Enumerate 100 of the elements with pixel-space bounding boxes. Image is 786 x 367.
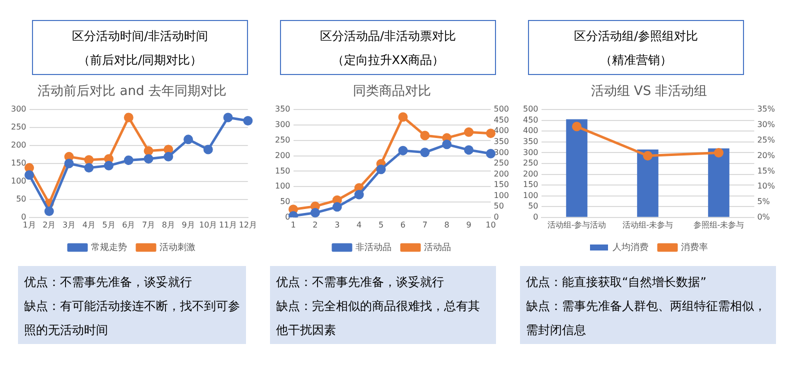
text: （定向拉升XX商品） xyxy=(332,52,444,68)
y-tick-label: 50 xyxy=(280,197,290,206)
point xyxy=(376,164,386,174)
point xyxy=(642,151,652,161)
y2-tick-label: 0 xyxy=(494,212,499,222)
y-tick-label: 0 xyxy=(21,212,26,222)
x-tick-label: 7月 xyxy=(142,220,156,230)
point xyxy=(464,127,474,137)
text: 区分活动时间/非活动时间 xyxy=(72,28,208,44)
y-tick-label: 350 xyxy=(274,104,290,114)
x-tick-label: 6 xyxy=(400,220,406,230)
x-tick-label: 12月 xyxy=(238,220,258,230)
text: 缺点：有可能活动接连不断，找不到可参照的无活动时间 xyxy=(24,298,240,339)
x-tick-label: 2月 xyxy=(42,220,56,230)
y-tick-label: 250 xyxy=(522,158,538,168)
x-tick-label: 10月 xyxy=(199,220,218,230)
y-tick-label: 500 xyxy=(522,104,538,114)
y-tick-label: 50 xyxy=(16,194,26,204)
x-tick-label: 活动组-未参与 xyxy=(622,220,674,230)
y2-tick-label: 500 xyxy=(494,104,510,114)
x-tick-label: 2 xyxy=(312,220,318,230)
point xyxy=(714,148,724,158)
x-tick-label: 4 xyxy=(356,220,362,230)
x-tick-label: 参照组-未参与 xyxy=(693,220,744,230)
y2-tick-label: 35% xyxy=(757,104,776,114)
point xyxy=(486,148,496,158)
bar xyxy=(566,119,588,217)
y-tick-label: 250 xyxy=(274,135,290,144)
chart-title: 活动组 VS 非活动组 xyxy=(590,84,708,100)
y2-tick-label: 5% xyxy=(757,197,770,206)
point xyxy=(24,163,34,173)
y-tick-label: 50 xyxy=(528,202,538,211)
y-tick-label: 350 xyxy=(522,137,538,146)
legend-label: 常规走势 xyxy=(91,242,127,253)
point xyxy=(203,144,213,154)
legend-label: 消费率 xyxy=(681,242,708,253)
y-tick-label: 300 xyxy=(522,148,538,157)
point xyxy=(144,146,154,156)
point xyxy=(124,112,134,122)
y-tick-label: 450 xyxy=(522,115,538,124)
legend-label: 活动刺激 xyxy=(160,242,196,253)
x-tick-label: 8月 xyxy=(162,220,175,230)
text: 区分活动组/参照组对比 xyxy=(574,28,698,44)
y-tick-label: 200 xyxy=(10,140,26,150)
y-tick-label: 150 xyxy=(274,166,290,176)
x-tick-label: 5 xyxy=(378,220,384,230)
x-tick-label: 9 xyxy=(466,220,472,230)
legend-label: 人均消费 xyxy=(612,242,648,253)
x-tick-label: 8 xyxy=(444,220,450,230)
x-tick-label: 活动组-参与活动 xyxy=(547,220,606,230)
point xyxy=(442,140,452,150)
y2-tick-label: 15% xyxy=(757,166,776,176)
text: 缺点：完全相似的商品很难找，总有其他干扰因素 xyxy=(276,298,481,339)
x-tick-label: 7 xyxy=(422,220,428,230)
chart-title: 同类商品对比 xyxy=(353,84,431,100)
x-tick-label: 4月 xyxy=(82,220,96,230)
point xyxy=(332,202,342,212)
text: 优点：不需事先准备，谈妥就行 xyxy=(276,274,445,291)
y2-tick-label: 200 xyxy=(494,169,510,178)
x-tick-label: 5月 xyxy=(102,220,116,230)
y-tick-label: 100 xyxy=(10,176,26,186)
text: 区分活动品/非活动票对比 xyxy=(320,28,456,44)
point xyxy=(164,152,174,162)
y2-tick-label: 0% xyxy=(757,212,770,222)
y2-tick-label: 10% xyxy=(757,182,776,191)
x-tick-label: 9月 xyxy=(182,220,195,230)
y-tick-label: 200 xyxy=(274,150,290,160)
x-tick-label: 1 xyxy=(290,220,296,230)
bar xyxy=(637,149,658,217)
text: 优点：不需事先准备，谈妥就行 xyxy=(24,274,193,291)
point xyxy=(243,116,253,126)
point xyxy=(64,158,74,168)
x-tick-label: 11月 xyxy=(218,220,238,230)
point xyxy=(104,160,114,170)
y2-tick-label: 300 xyxy=(494,148,510,157)
y-tick-label: 200 xyxy=(522,169,538,178)
text: 缺点：需事先准备人群包、两组特征需相似，需封闭信息 xyxy=(526,298,767,339)
y-tick-label: 250 xyxy=(10,122,26,132)
point xyxy=(223,112,233,122)
text: 优点：能直接获取“自然增长数据” xyxy=(526,274,708,291)
point xyxy=(398,112,408,122)
y2-tick-label: 350 xyxy=(494,137,510,146)
x-tick-label: 3月 xyxy=(62,220,76,230)
chart-title: 活动前后对比 and 去年同期对比 xyxy=(38,84,226,100)
y2-tick-label: 100 xyxy=(494,190,510,200)
y-tick-label: 400 xyxy=(522,126,538,136)
text: （前后对比/同期对比） xyxy=(78,52,202,68)
point xyxy=(124,156,134,166)
y2-tick-label: 20% xyxy=(757,150,776,160)
x-tick-label: 1月 xyxy=(22,220,36,230)
legend-label: 活动品 xyxy=(424,242,451,253)
x-tick-label: 6月 xyxy=(122,220,136,230)
y-tick-label: 100 xyxy=(522,190,538,200)
point xyxy=(486,128,496,138)
point xyxy=(24,170,34,180)
y2-tick-label: 25% xyxy=(757,135,776,144)
point xyxy=(572,122,582,132)
y-tick-label: 300 xyxy=(10,104,26,114)
point xyxy=(144,154,154,164)
y2-tick-label: 400 xyxy=(494,126,510,136)
